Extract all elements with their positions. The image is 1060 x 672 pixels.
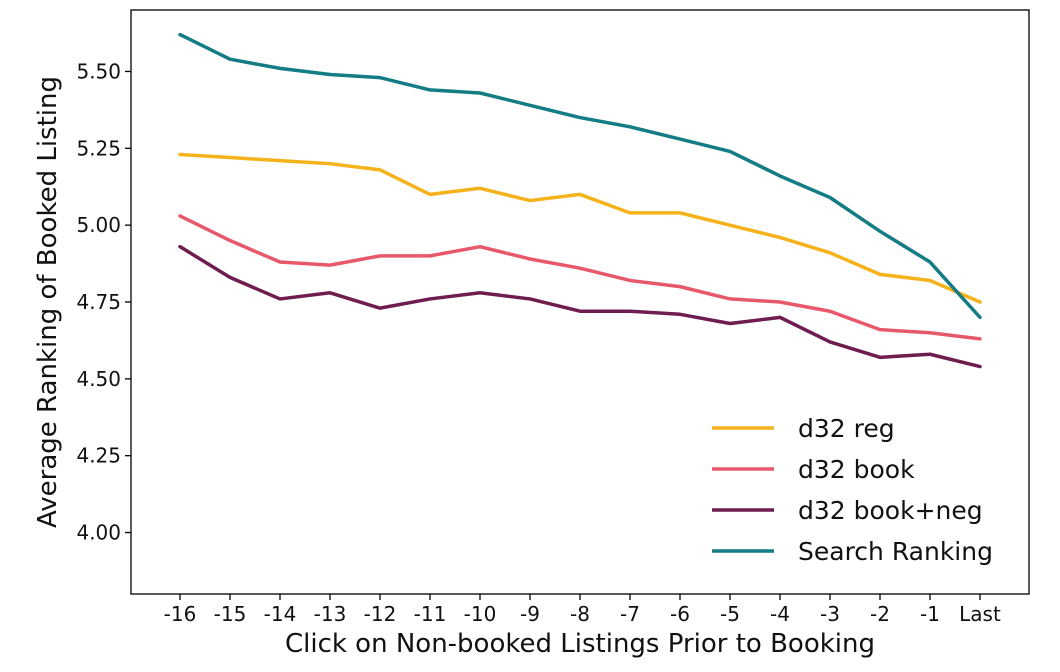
legend-label: d32 book+neg [798, 496, 983, 525]
x-axis-label: Click on Non-booked Listings Prior to Bo… [285, 629, 875, 659]
x-tick-label: -7 [620, 602, 640, 626]
x-tick-label: -14 [264, 602, 297, 626]
x-tick-label: -6 [670, 602, 690, 626]
y-tick-label: 4.50 [76, 367, 121, 391]
legend: d32 reg d32 book d32 book+neg Search Rankin… [712, 414, 993, 566]
series-lines [178, 32, 982, 369]
y-tick-label: 5.50 [76, 59, 121, 83]
y-axis: 4.00 4.25 4.50 4.75 5.00 5.25 5.50 [76, 59, 131, 545]
x-tick-label: Last [959, 602, 1001, 626]
x-axis: -16 -15 -14 -13 -12 -11 -10 -9 -8 -7 -6 -5 -4 -3 -2 -1 L… [164, 594, 1001, 626]
x-tick-label: -16 [164, 602, 197, 626]
legend-label: d32 book [798, 455, 915, 484]
y-tick-label: 4.75 [76, 290, 121, 314]
legend-label: d32 reg [798, 414, 895, 443]
x-tick-label: -11 [414, 602, 447, 626]
x-tick-label: -10 [464, 602, 497, 626]
x-tick-label: -9 [520, 602, 540, 626]
x-tick-label: -15 [214, 602, 247, 626]
series-line-3 [178, 32, 982, 320]
x-tick-label: -8 [570, 602, 590, 626]
x-tick-label: -13 [314, 602, 347, 626]
x-tick-label: -2 [870, 602, 890, 626]
x-tick-label: -4 [770, 602, 790, 626]
y-tick-label: 5.00 [76, 213, 121, 237]
legend-label: Search Ranking [798, 537, 993, 566]
y-axis-label: Average Ranking of Booked Listing [33, 76, 63, 528]
y-tick-label: 4.25 [76, 444, 121, 468]
x-tick-label: -12 [364, 602, 397, 626]
x-tick-label: -3 [820, 602, 840, 626]
y-tick-label: 4.00 [76, 521, 121, 545]
x-tick-label: -1 [920, 602, 940, 626]
y-tick-label: 5.25 [76, 136, 121, 160]
series-line-0 [178, 152, 982, 304]
series-line-2 [178, 244, 982, 369]
x-tick-label: -5 [720, 602, 740, 626]
series-line-1 [178, 214, 982, 341]
